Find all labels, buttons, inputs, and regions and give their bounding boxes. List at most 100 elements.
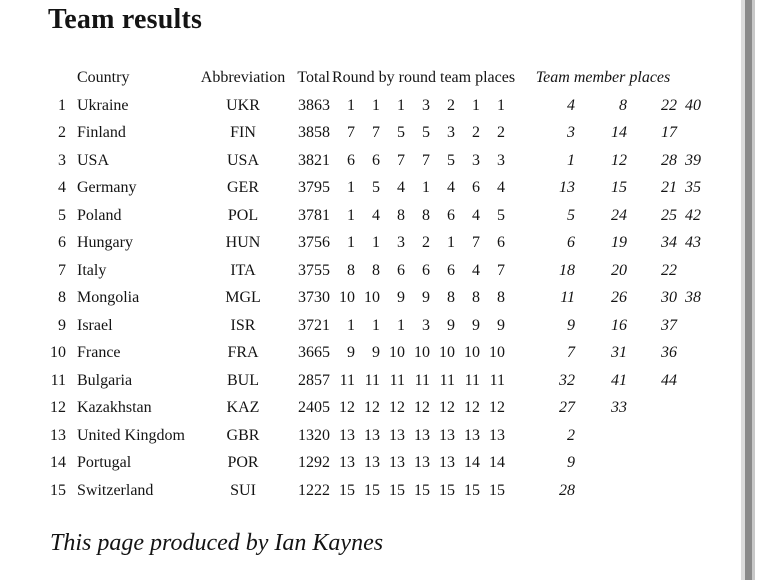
member-cell: 7: [567, 344, 575, 361]
member-cell: [575, 422, 627, 450]
round-cell: 11: [464, 371, 480, 389]
table-row: 13 United Kingdom GBR 1320 13 13 13 13 13 13 13 2: [40, 422, 701, 450]
member-cell: 38: [685, 289, 701, 306]
abbr-cell: GER: [227, 179, 259, 196]
round-cell: 11: [389, 371, 405, 389]
member-cell: 28: [559, 481, 575, 499]
member-cell: 41: [611, 371, 627, 389]
member-cell: 34: [661, 234, 677, 251]
country-cell: Bulgaria: [77, 371, 133, 389]
rank-cell: 4: [58, 179, 66, 196]
member-cell: 27: [559, 399, 575, 416]
round-cell: 7: [372, 124, 380, 141]
round-cell: 6: [397, 261, 405, 279]
round-cell: 12: [389, 399, 405, 416]
round-cell: 8: [472, 289, 480, 306]
page-title: Team results: [48, 4, 203, 35]
round-cell: 2: [472, 124, 480, 141]
table-header-row: Country Abbreviation Total Round by roun…: [40, 64, 701, 92]
member-cell: 9: [567, 454, 575, 471]
round-cell: 15: [364, 481, 380, 499]
abbr-cell: FRA: [227, 344, 259, 361]
member-cell: 14: [611, 124, 627, 141]
round-cell: 4: [397, 179, 405, 196]
abbr-cell: BUL: [227, 371, 259, 389]
round-cell: 8: [372, 261, 380, 279]
member-cell: 8: [619, 96, 627, 114]
table-row: 8 Mongolia MGL 3730 10 10 9 9 8 8 8 11 26 30 38: [40, 284, 701, 312]
round-cell: 13: [339, 426, 355, 444]
member-cell: [677, 477, 701, 505]
round-cell: 3: [422, 316, 430, 334]
country-cell: Finland: [77, 124, 126, 141]
member-cell: 22: [661, 261, 677, 279]
member-cell: 24: [611, 206, 627, 224]
round-cell: 1: [347, 179, 355, 196]
round-cell: 6: [372, 151, 380, 169]
member-cell: 25: [661, 206, 677, 224]
abbr-cell: HUN: [225, 234, 261, 251]
member-cell: 3: [567, 124, 575, 141]
total-cell: 3755: [298, 261, 330, 279]
country-cell: Italy: [77, 261, 107, 279]
member-cell: [677, 449, 701, 477]
rank-cell: 9: [58, 316, 66, 334]
round-cell: 7: [472, 234, 480, 251]
member-cell: 37: [661, 316, 677, 334]
member-cell: [677, 339, 701, 367]
round-cell: 12: [339, 399, 355, 416]
round-cell: 9: [472, 316, 480, 334]
member-cell: 18: [559, 261, 575, 279]
total-cell: 2857: [298, 371, 330, 389]
round-cell: 12: [414, 399, 430, 416]
rank-cell: 15: [50, 481, 66, 499]
country-cell: Poland: [77, 206, 122, 224]
member-cell: 11: [560, 289, 575, 306]
rank-cell: 3: [58, 151, 66, 169]
table-rows: 1 Ukraine UKR 3863 1 1 1 3 2 1 1 4 8 22 40 2 Finland FIN 3…: [40, 92, 701, 505]
abbr-cell: MGL: [225, 289, 261, 306]
member-cell: 16: [611, 316, 627, 334]
total-cell: 3795: [298, 179, 330, 196]
round-cell: 10: [464, 344, 480, 361]
rank-cell: 2: [58, 124, 66, 141]
member-cell: [627, 394, 677, 422]
country-cell: Israel: [77, 316, 113, 334]
round-cell: 13: [464, 426, 480, 444]
round-cell: 10: [364, 289, 380, 306]
table-row: 3 USA USA 3821 6 6 7 7 5 3 3 1 12 28 39: [40, 147, 701, 175]
round-cell: 13: [389, 426, 405, 444]
member-cell: 26: [611, 289, 627, 306]
round-cell: 1: [347, 96, 355, 114]
abbr-cell: USA: [226, 151, 259, 169]
round-cell: 5: [397, 124, 405, 141]
round-cell: 15: [389, 481, 405, 499]
member-cell: [627, 449, 677, 477]
rank-cell: 13: [50, 426, 66, 444]
total-cell: 2405: [298, 399, 330, 416]
round-cell: 4: [447, 179, 455, 196]
member-cell: [627, 422, 677, 450]
table-row: 2 Finland FIN 3858 7 7 5 5 3 2 2 3 14 17: [40, 119, 701, 147]
round-cell: 3: [397, 234, 405, 251]
abbr-cell: POR: [227, 454, 259, 471]
round-cell: 7: [397, 151, 405, 169]
rounds-header: Round by round team places: [332, 69, 516, 86]
round-cell: 7: [497, 261, 505, 279]
total-header: Total: [297, 69, 330, 86]
round-cell: 5: [447, 151, 455, 169]
abbr-cell: GBR: [226, 426, 260, 444]
member-places-header: Team member places: [535, 69, 671, 86]
round-cell: 2: [447, 96, 455, 114]
abbr-cell: POL: [227, 206, 259, 224]
rank-cell: 8: [58, 289, 66, 306]
member-cell: 13: [559, 179, 575, 196]
results-table: Country Abbreviation Total Round by roun…: [40, 64, 701, 504]
round-cell: 1: [397, 96, 405, 114]
round-cell: 5: [372, 179, 380, 196]
member-cell: 22: [661, 96, 677, 114]
total-cell: 3863: [298, 96, 330, 114]
round-cell: 9: [372, 344, 380, 361]
abbr-cell: UKR: [226, 96, 260, 114]
member-cell: [677, 367, 701, 395]
